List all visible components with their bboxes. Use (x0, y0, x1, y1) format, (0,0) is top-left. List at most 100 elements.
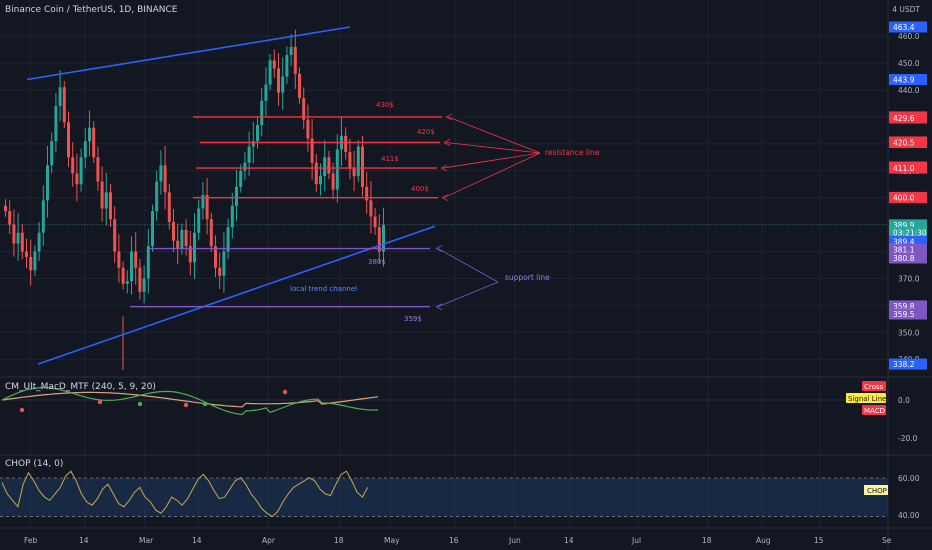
candle[interactable] (327, 157, 331, 174)
candle[interactable] (356, 146, 360, 177)
chop-line[interactable] (1, 470, 369, 518)
candle[interactable] (62, 87, 66, 123)
candle[interactable] (306, 119, 310, 139)
candle[interactable] (302, 98, 306, 120)
candle[interactable] (104, 192, 108, 209)
candle[interactable] (50, 141, 54, 166)
candle[interactable] (58, 87, 62, 107)
candle[interactable] (285, 55, 289, 77)
candle[interactable] (37, 232, 41, 252)
candle[interactable] (25, 251, 28, 257)
candle[interactable] (251, 141, 255, 147)
candle[interactable] (176, 240, 180, 249)
candle[interactable] (117, 251, 121, 268)
candle[interactable] (256, 125, 259, 142)
candle[interactable] (33, 251, 37, 271)
macd-panel[interactable]: Cross Signal Line MACD 0.0 -20.0 (0, 381, 918, 443)
candle[interactable] (373, 216, 377, 228)
candle[interactable] (277, 68, 280, 93)
candle[interactable] (159, 165, 163, 182)
candle[interactable] (96, 157, 100, 182)
candle[interactable] (109, 192, 112, 220)
candle[interactable] (281, 76, 285, 93)
candle[interactable] (125, 281, 129, 284)
candle[interactable] (319, 176, 322, 185)
candle[interactable] (365, 186, 369, 201)
candle[interactable] (46, 165, 49, 201)
candle[interactable] (268, 60, 272, 85)
candle[interactable] (180, 230, 184, 249)
candle[interactable] (155, 181, 159, 212)
candle[interactable] (247, 146, 251, 163)
candle[interactable] (163, 165, 167, 193)
candle[interactable] (310, 138, 314, 163)
candle[interactable] (335, 149, 339, 190)
candle[interactable] (121, 267, 125, 284)
candle[interactable] (205, 195, 209, 220)
candle[interactable] (264, 84, 268, 101)
candle[interactable] (314, 162, 318, 185)
price-axis[interactable]: 460.0450.0440.0430.0420.0410.0400.0390.0… (889, 21, 927, 370)
candle[interactable] (142, 278, 146, 292)
candle[interactable] (197, 208, 201, 233)
candle[interactable] (41, 200, 45, 233)
candle[interactable] (272, 60, 276, 69)
candle[interactable] (369, 200, 373, 217)
candle[interactable] (75, 173, 79, 185)
candle[interactable] (16, 232, 20, 244)
time-axis[interactable]: Feb 14 Mar 14 Apr 18 May 16 Jun 14 Jul 18 Aug 15 Se (24, 536, 892, 545)
candle[interactable] (377, 227, 381, 252)
candle[interactable] (344, 135, 348, 152)
candle[interactable] (230, 205, 234, 228)
candle[interactable] (201, 195, 205, 209)
candle[interactable] (92, 127, 96, 158)
candle[interactable] (209, 219, 213, 247)
candle[interactable] (79, 157, 83, 185)
candle[interactable] (167, 192, 171, 222)
candle[interactable] (323, 157, 327, 177)
candle[interactable] (134, 251, 138, 268)
candle[interactable] (235, 186, 238, 206)
candle[interactable] (67, 122, 70, 158)
candle[interactable] (29, 256, 33, 271)
candle[interactable] (331, 173, 335, 190)
candle[interactable] (184, 230, 188, 247)
candle[interactable] (222, 251, 226, 276)
candle[interactable] (83, 141, 87, 158)
candle[interactable] (71, 157, 75, 174)
candle[interactable] (226, 227, 230, 252)
candle[interactable] (113, 219, 117, 252)
candle[interactable] (100, 181, 104, 209)
candle[interactable] (352, 168, 356, 177)
candle[interactable] (8, 211, 12, 225)
candle[interactable] (54, 106, 58, 142)
upper-trend-line[interactable] (26, 26, 351, 81)
candle[interactable] (188, 246, 192, 263)
candle[interactable] (193, 232, 196, 263)
candle[interactable] (4, 205, 7, 212)
candle[interactable] (130, 251, 133, 282)
candle[interactable] (289, 46, 293, 55)
candle[interactable] (348, 151, 352, 169)
candle[interactable] (214, 246, 217, 268)
candle[interactable] (138, 267, 142, 292)
candle[interactable] (12, 224, 16, 244)
candle[interactable] (151, 211, 154, 247)
chart-drawings[interactable]: local trend channel 430$ 420$ 411$ 400$ resis… (26, 26, 600, 365)
chop-panel[interactable]: CHOP 60.00 40.00 (0, 470, 920, 520)
candle[interactable] (146, 246, 150, 279)
candle[interactable] (293, 46, 297, 74)
candle[interactable] (361, 146, 364, 187)
candle[interactable] (298, 73, 301, 99)
candle[interactable] (239, 170, 243, 187)
candle[interactable] (20, 232, 24, 252)
macd-line[interactable] (1, 387, 379, 416)
candle[interactable] (172, 221, 175, 241)
candle[interactable] (260, 100, 264, 125)
signal-line[interactable] (1, 391, 379, 408)
candle[interactable] (243, 162, 247, 171)
candle[interactable] (88, 127, 91, 142)
candle[interactable] (218, 267, 222, 276)
candle[interactable] (382, 224, 385, 252)
